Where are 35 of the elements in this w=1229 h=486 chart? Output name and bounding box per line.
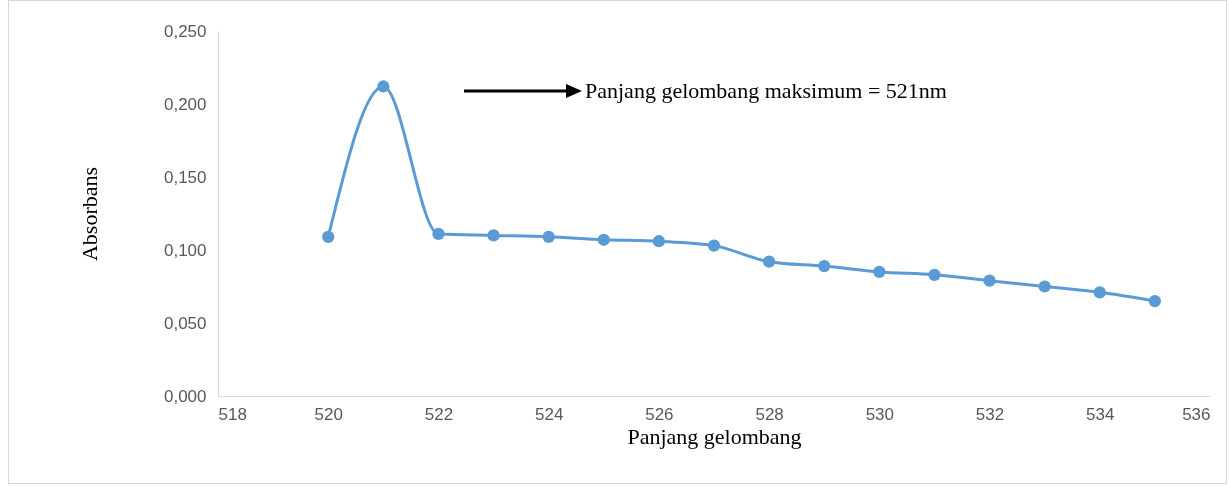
y-tick-label: 0,100 [163,240,207,260]
point [1038,280,1051,293]
point [818,259,831,273]
point [983,274,996,287]
y-tick-label: 0,200 [163,94,207,114]
point [928,268,941,281]
point [1093,286,1106,299]
x-tick-label: 522 [424,404,454,424]
point [597,233,610,246]
y-axis-title: Absorbans [76,166,102,262]
y-tick-label: 0,250 [163,21,207,41]
x-tick-label: 528 [755,404,784,424]
point [652,235,666,248]
x-tick-label: 532 [975,404,1005,424]
point [873,265,886,279]
x-axis-title: Panjang gelombang [627,423,802,449]
point [432,227,445,241]
point [542,230,555,243]
point [762,255,776,268]
x-tick-label: 518 [218,404,247,424]
point [322,230,335,243]
point [1148,294,1162,308]
x-tick-label: 526 [645,404,674,424]
x-tick-label: 534 [1086,404,1115,424]
x-tick-label: 530 [865,404,895,424]
point [377,80,390,93]
point [487,229,500,242]
y-tick-label: 0,000 [163,386,207,406]
x-tick-label: 524 [534,404,564,424]
x-tick-label: 520 [314,404,343,424]
y-tick-label: 0,050 [163,313,207,333]
x-tick-label: 536 [1182,404,1211,424]
point [707,239,721,252]
annotation: Panjang gelombang maksimum = 521nm [585,78,947,103]
y-tick-label: 0,150 [163,167,207,187]
